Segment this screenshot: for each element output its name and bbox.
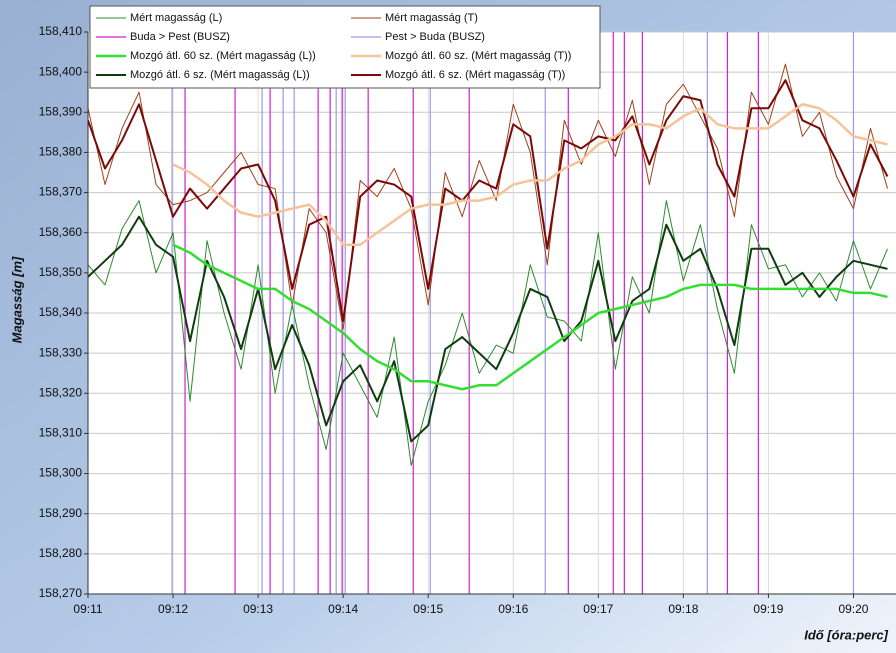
y-tick-label: 158,270 [39,586,83,600]
y-tick-label: 158,360 [39,225,83,239]
series-line [88,215,888,443]
y-tick-label: 158,320 [39,385,83,399]
y-tick-label: 158,410 [39,24,83,38]
y-tick-label: 158,350 [39,265,83,279]
x-tick-label: 09:14 [328,602,358,616]
x-tick-label: 09:17 [583,602,613,616]
legend-label: Mért magasság (L) [130,12,222,24]
y-tick-label: 158,280 [39,546,83,560]
x-axis-title: Idő [óra:perc] [804,627,888,642]
axes: 158,410 158,400 158,390 158,380 158,370 158,3… [39,24,896,616]
legend-label: Mozgó átl. 6 sz. (Mért magasság (L)) [130,69,310,81]
x-tick-label: 09:18 [668,602,698,616]
legend-label: Buda > Pest (BUSZ) [130,31,230,43]
y-tick-label: 158,370 [39,185,83,199]
series-line [88,63,888,330]
y-tick-label: 158,340 [39,305,83,319]
y-tick-label: 158,380 [39,145,83,159]
plot [88,32,889,594]
y-tick-label: 158,400 [39,64,83,78]
series-line [88,200,888,467]
legend-label: Mozgó átl. 60 sz. (Mért magasság (T)) [385,50,571,62]
legend-label: Mozgó átl. 60 sz. (Mért magasság (L)) [130,50,316,62]
x-tick-label: 09:16 [498,602,528,616]
y-tick-label: 158,310 [39,426,83,440]
x-tick-label: 09:15 [413,602,443,616]
y-axis-title: Magasság [m] [9,256,24,343]
x-tick-label: 09:19 [753,602,783,616]
legend: Mért magasság (L) Mért magasság (T) Buda >… [89,5,601,89]
legend-box [89,5,601,89]
x-tick-label: 09:12 [158,602,188,616]
series-line [172,243,888,391]
x-tick-label: 09:13 [243,602,273,616]
legend-label: Pest > Buda (BUSZ) [385,31,485,43]
legend-label: Mozgó átl. 6 sz. (Mért magasság (T)) [385,69,565,81]
legend-label: Mért magasság (T) [385,12,478,24]
y-tick-label: 158,390 [39,104,83,118]
series-line [88,79,889,323]
y-tick-label: 158,330 [39,345,83,359]
x-tick-label: 09:11 [73,602,102,616]
y-tick-label: 158,290 [39,506,83,520]
series-line [172,103,888,247]
y-tick-label: 158,300 [39,466,83,480]
x-tick-label: 09:20 [838,602,868,616]
